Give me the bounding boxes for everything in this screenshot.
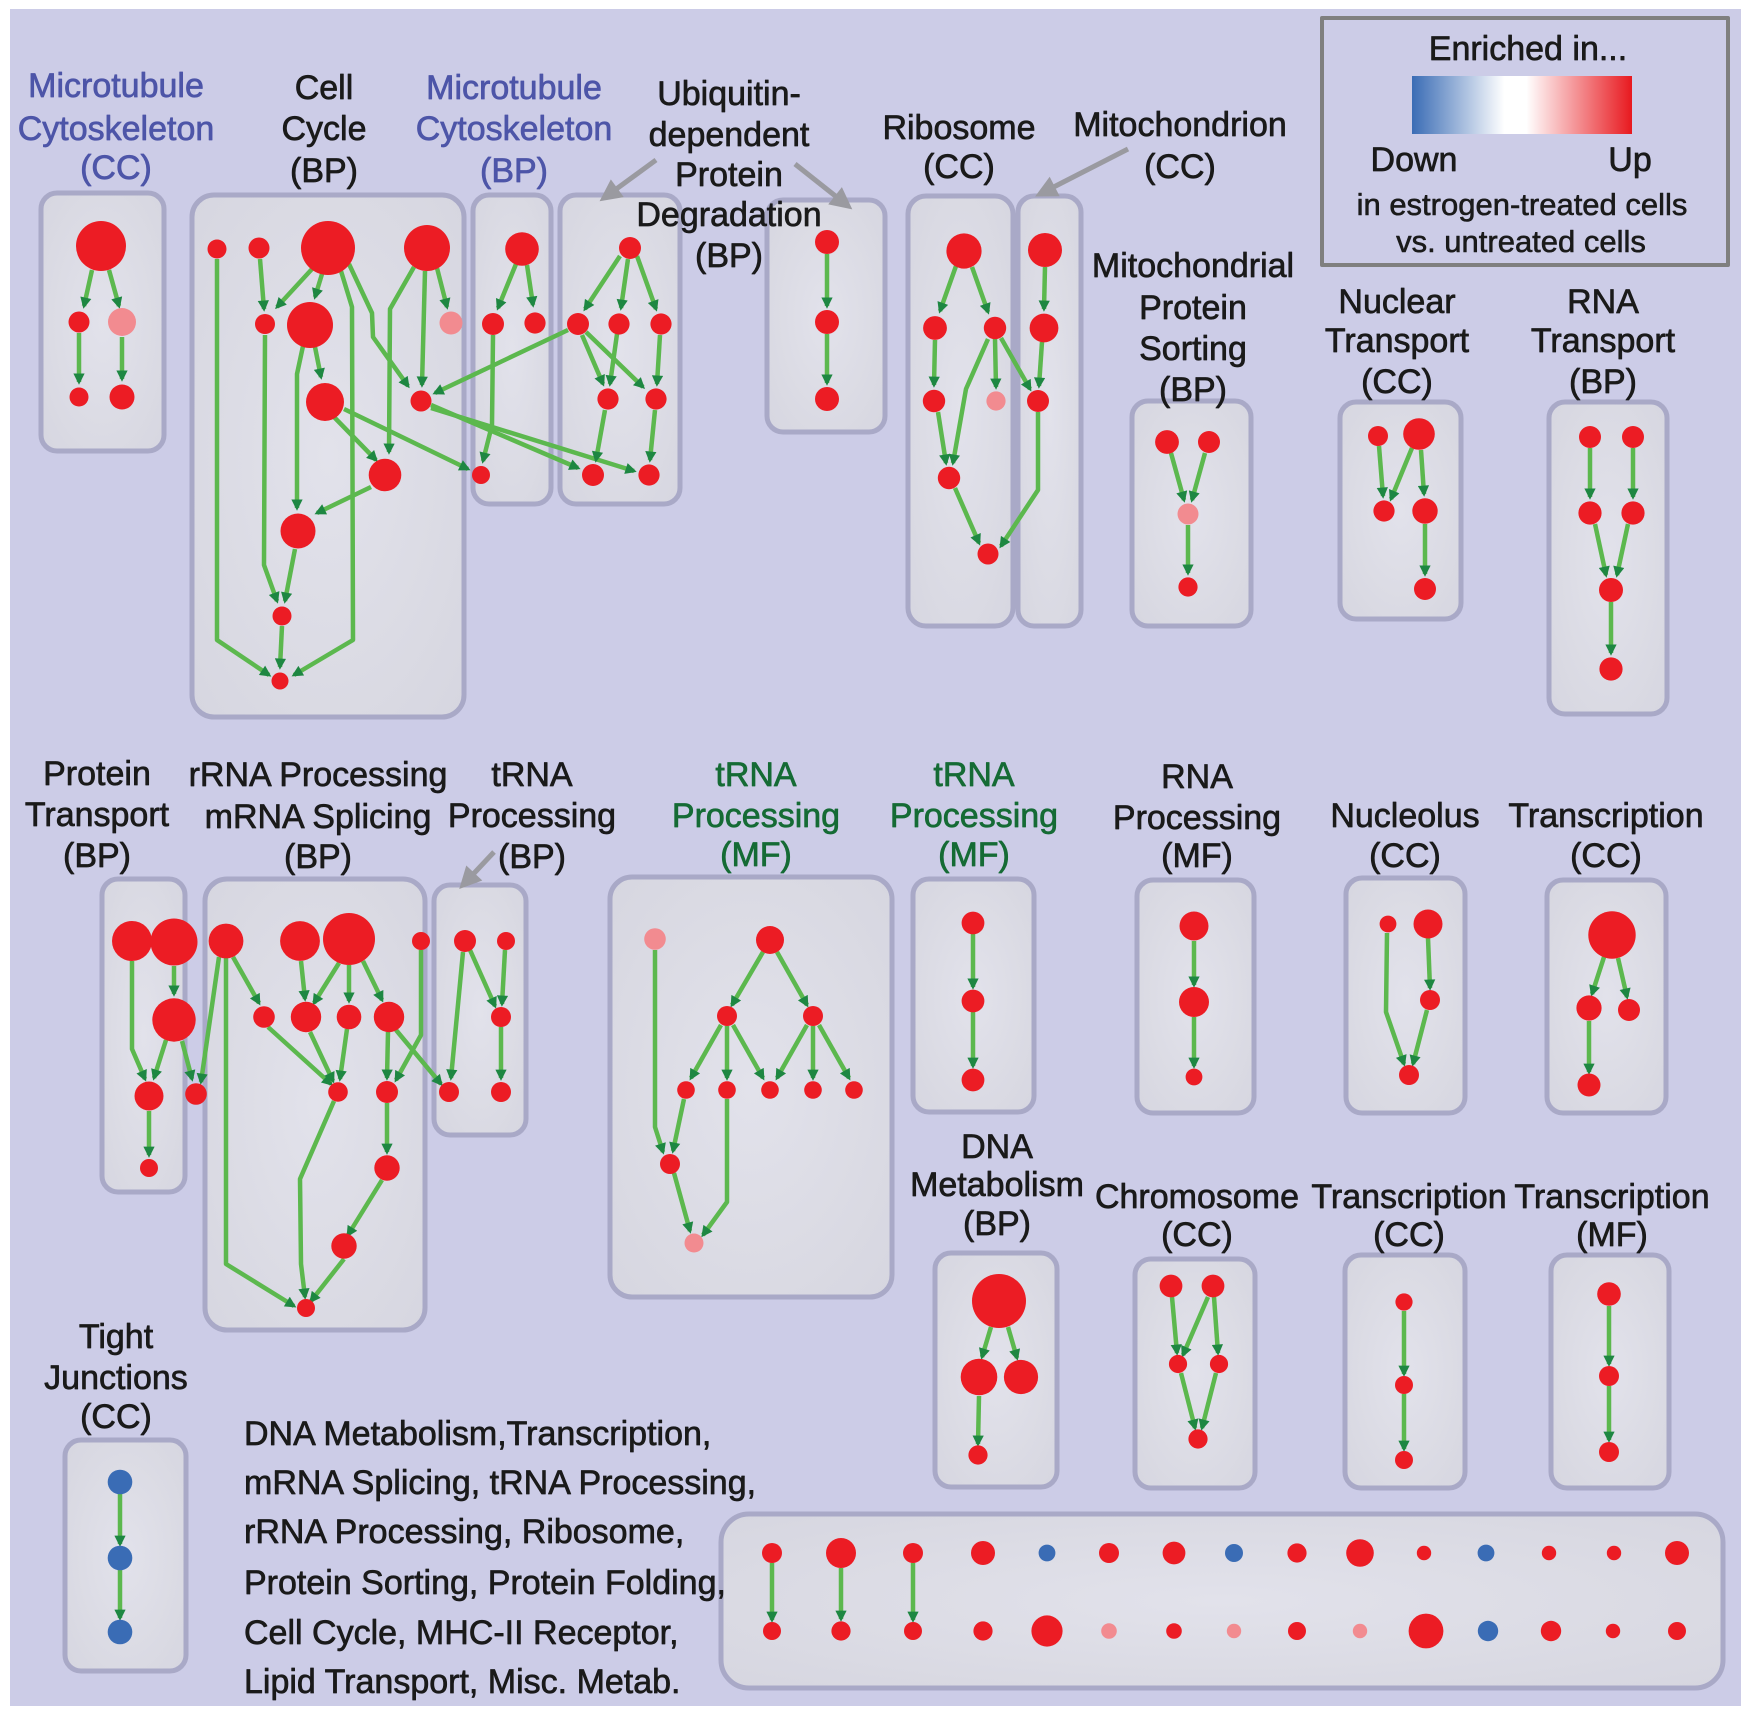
svg-text:(CC): (CC) <box>80 149 152 187</box>
svg-text:(CC): (CC) <box>1373 1216 1445 1254</box>
svg-text:mRNA Splicing: mRNA Splicing <box>205 798 432 836</box>
svg-text:Transcription: Transcription <box>1514 1178 1709 1216</box>
svg-text:Protein: Protein <box>675 156 783 194</box>
svg-text:Nucleolus: Nucleolus <box>1330 797 1479 835</box>
svg-text:(CC): (CC) <box>1369 837 1441 875</box>
svg-text:Microtubule: Microtubule <box>28 67 204 105</box>
svg-text:Protein: Protein <box>1139 289 1247 327</box>
svg-text:Protein Sorting, Protein Foldi: Protein Sorting, Protein Folding, <box>244 1564 726 1602</box>
svg-text:Transport: Transport <box>1325 322 1470 360</box>
svg-text:Microtubule: Microtubule <box>426 69 602 107</box>
svg-text:(BP): (BP) <box>963 1205 1031 1243</box>
svg-text:rRNA Processing: rRNA Processing <box>189 756 448 794</box>
svg-text:(CC): (CC) <box>923 148 995 186</box>
svg-text:Chromosome: Chromosome <box>1095 1178 1299 1216</box>
svg-text:dependent: dependent <box>649 116 810 154</box>
svg-text:(BP): (BP) <box>480 152 548 190</box>
svg-text:(BP): (BP) <box>498 838 566 876</box>
svg-text:Up: Up <box>1608 141 1651 179</box>
svg-text:Transcription: Transcription <box>1508 797 1703 835</box>
svg-text:Mitochondrion: Mitochondrion <box>1073 106 1287 144</box>
svg-text:(BP): (BP) <box>1159 371 1227 409</box>
svg-text:Metabolism: Metabolism <box>910 1166 1084 1204</box>
svg-text:Degradation: Degradation <box>636 196 821 234</box>
svg-text:tRNA: tRNA <box>933 756 1015 794</box>
svg-text:RNA: RNA <box>1567 283 1639 321</box>
svg-text:Protein: Protein <box>43 755 151 793</box>
svg-text:Nuclear: Nuclear <box>1338 283 1455 321</box>
svg-text:tRNA: tRNA <box>715 756 797 794</box>
svg-text:Cytoskeleton: Cytoskeleton <box>18 110 215 148</box>
svg-text:Transcription: Transcription <box>1311 1178 1506 1216</box>
svg-text:(MF): (MF) <box>1161 837 1233 875</box>
svg-text:Processing: Processing <box>672 797 840 835</box>
svg-text:Cell Cycle, MHC-II Receptor,: Cell Cycle, MHC-II Receptor, <box>244 1614 679 1652</box>
svg-text:tRNA: tRNA <box>491 756 573 794</box>
svg-text:(BP): (BP) <box>63 837 131 875</box>
svg-text:Ribosome: Ribosome <box>882 109 1035 147</box>
svg-text:Processing: Processing <box>1113 799 1281 837</box>
svg-text:Transport: Transport <box>1531 322 1676 360</box>
svg-text:Ubiquitin-: Ubiquitin- <box>657 75 801 113</box>
svg-text:(MF): (MF) <box>938 836 1010 874</box>
svg-text:rRNA Processing, Ribosome,: rRNA Processing, Ribosome, <box>244 1513 684 1551</box>
svg-text:Cycle: Cycle <box>281 110 366 148</box>
svg-text:(CC): (CC) <box>1144 148 1216 186</box>
svg-text:Transport: Transport <box>25 796 170 834</box>
svg-text:(CC): (CC) <box>1161 1216 1233 1254</box>
svg-text:in estrogen-treated cells: in estrogen-treated cells <box>1357 187 1688 222</box>
svg-text:Down: Down <box>1371 141 1458 179</box>
svg-text:Enriched in...: Enriched in... <box>1429 30 1627 68</box>
svg-text:Sorting: Sorting <box>1139 330 1247 368</box>
svg-text:(CC): (CC) <box>80 1398 152 1436</box>
svg-text:DNA Metabolism,Transcription,: DNA Metabolism,Transcription, <box>244 1415 711 1453</box>
svg-text:(BP): (BP) <box>284 838 352 876</box>
svg-text:(BP): (BP) <box>290 152 358 190</box>
svg-text:vs. untreated cells: vs. untreated cells <box>1396 224 1646 259</box>
svg-text:(BP): (BP) <box>1569 363 1637 401</box>
svg-text:(CC): (CC) <box>1570 837 1642 875</box>
svg-text:Mitochondrial: Mitochondrial <box>1092 247 1294 285</box>
svg-text:(MF): (MF) <box>1576 1216 1648 1254</box>
svg-text:Lipid Transport, Misc. Metab.: Lipid Transport, Misc. Metab. <box>244 1663 681 1701</box>
svg-text:(BP): (BP) <box>695 237 763 275</box>
svg-text:Processing: Processing <box>890 797 1058 835</box>
svg-text:Tight: Tight <box>79 1318 154 1356</box>
svg-text:DNA: DNA <box>961 1128 1033 1166</box>
svg-text:(CC): (CC) <box>1361 363 1433 401</box>
svg-text:Junctions: Junctions <box>44 1359 188 1397</box>
svg-text:RNA: RNA <box>1161 758 1233 796</box>
svg-text:Cell: Cell <box>295 69 354 107</box>
svg-text:mRNA Splicing, tRNA Processing: mRNA Splicing, tRNA Processing, <box>244 1464 756 1502</box>
svg-text:(MF): (MF) <box>720 836 792 874</box>
svg-text:Processing: Processing <box>448 797 616 835</box>
svg-text:Cytoskeleton: Cytoskeleton <box>416 110 613 148</box>
